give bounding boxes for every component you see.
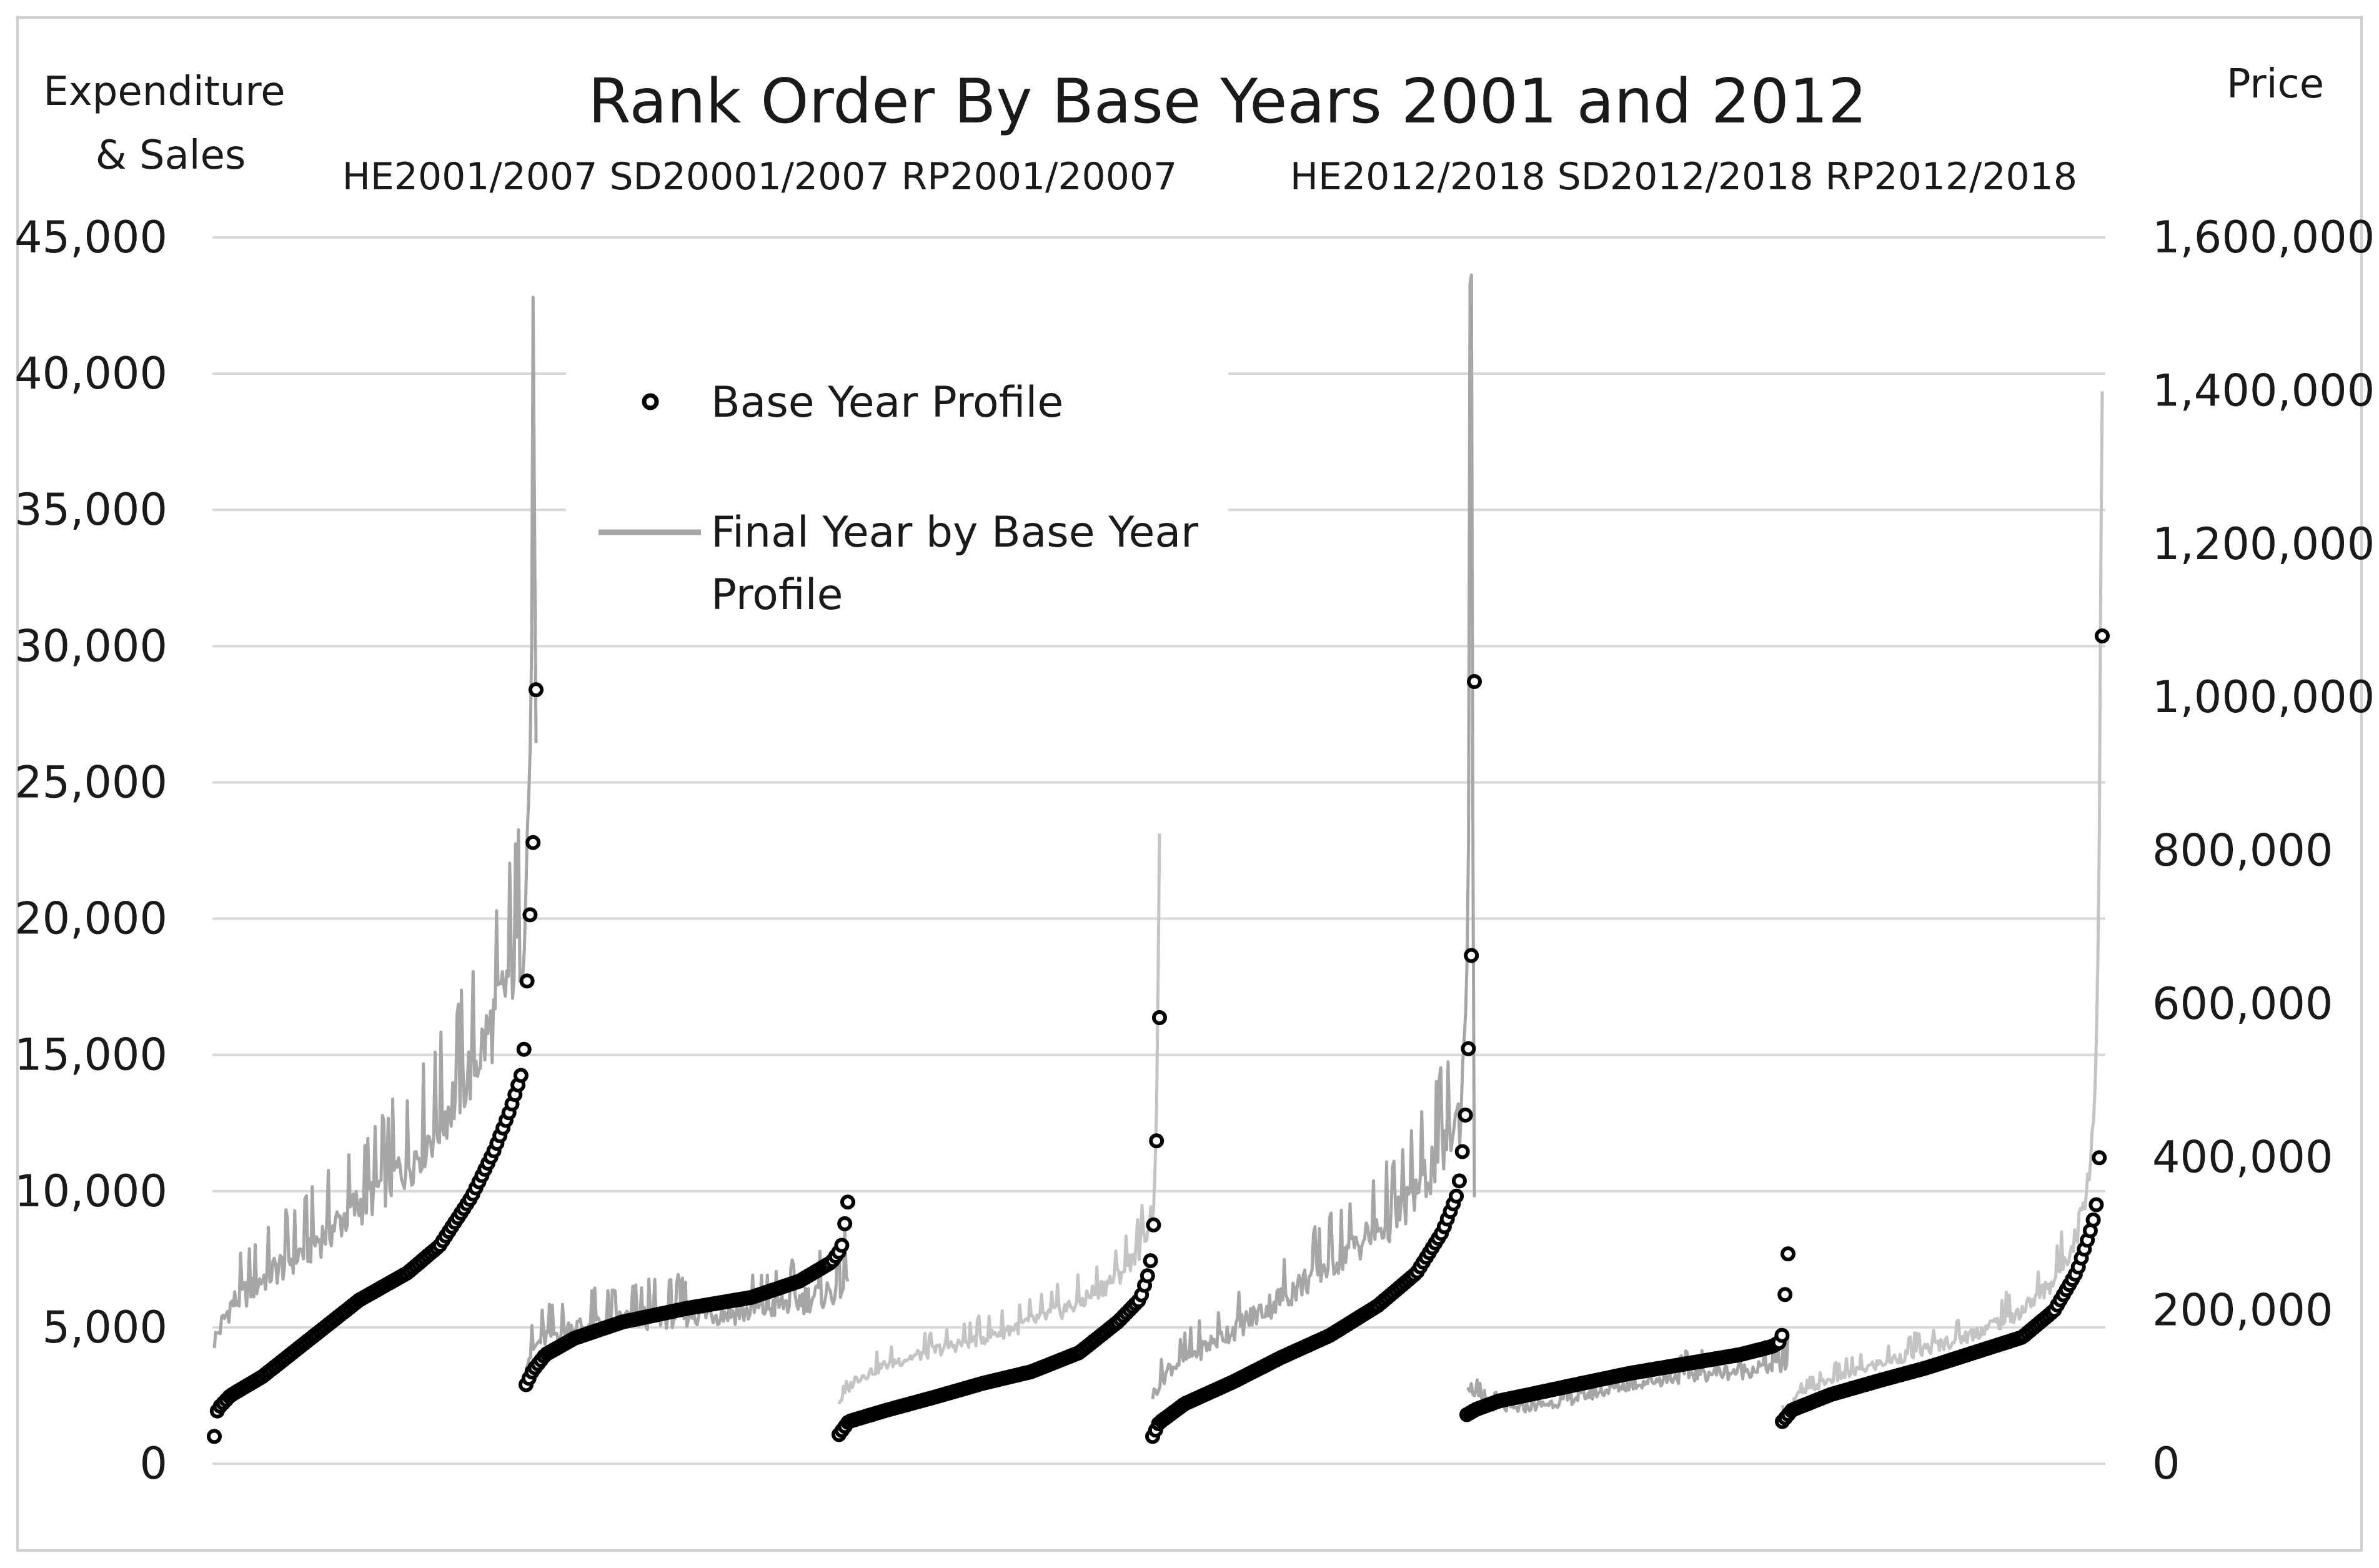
final-year-line [1781,391,2104,1415]
right-tick-label: 1,000,000 [2152,672,2375,723]
base-year-point [529,682,544,698]
right-tick-label: 800,000 [2152,825,2333,876]
right-tick-label: 200,000 [2152,1285,2333,1336]
base-year-point [525,835,541,850]
base-year-point [1143,1253,1158,1269]
left-tick-label: 20,000 [14,893,167,945]
legend-circle-marker [642,393,659,410]
base-year-point [1149,1133,1165,1149]
left-axis-ticks: 0 5,000 10,000 15,000 20,000 25,000 30,000 35,0… [14,212,167,1489]
right-tick-label: 0 [2152,1438,2180,1489]
left-tick-label: 40,000 [14,348,167,399]
base-year-point [1458,1108,1473,1123]
legend-label-final-line1: Final Year by Base Year [711,508,1198,557]
base-year-point [2095,628,2110,643]
base-year-point [207,1429,222,1444]
left-axis-title-line2: & Sales [96,132,246,179]
left-tick-label: 10,000 [14,1166,167,1217]
base-year-point [840,1194,855,1210]
base-year-point [1152,1010,1167,1025]
base-year-point [522,907,538,923]
base-year-point [1467,674,1482,689]
base-year-point [519,973,535,989]
left-tick-label: 5,000 [42,1302,167,1353]
base-year-series [207,628,2110,1444]
final-year-line [524,1230,850,1370]
base-year-point [2092,1150,2107,1166]
base-year-point [1774,1327,1790,1343]
right-axis-ticks: 0 200,000 400,000 600,000 800,000 1,000,000 1,… [2152,212,2375,1489]
base-year-point [1146,1217,1161,1233]
panel-labels-2001: HE2001/2007 SD20001/2007 RP2001/20007 [342,155,1178,199]
base-year-point [1461,1041,1476,1056]
base-year-point [1464,948,1479,963]
right-axis-title: Price [2227,61,2324,107]
base-year-point [1451,1173,1467,1189]
left-tick-label: 15,000 [14,1030,167,1081]
left-tick-label: 30,000 [14,620,167,672]
base-year-point [516,1041,532,1057]
final-year-line [212,295,538,1349]
legend-label-base: Base Year Profile [711,378,1063,427]
chart-border [16,16,2363,1552]
panel-labels-2012: HE2012/2018 SD2012/2018 RP2012/2018 [1290,155,2077,199]
base-year-point [1777,1287,1793,1303]
right-tick-label: 600,000 [2152,978,2333,1030]
right-tick-label: 400,000 [2152,1131,2333,1183]
left-tick-label: 45,000 [14,212,167,263]
left-axis-title-line1: Expenditure [43,69,285,115]
base-year-point [2088,1197,2104,1213]
base-year-point [837,1216,853,1231]
base-year-point [2085,1212,2101,1228]
left-tick-label: 0 [139,1438,167,1489]
legend-label-final-line2: Profile [711,570,843,620]
left-tick-label: 25,000 [14,757,167,808]
chart-title: Rank Order By Base Years 2001 and 2012 [589,66,1867,137]
legend-background [566,355,1228,630]
right-tick-label: 1,400,000 [2152,365,2375,416]
final-year-line [1151,273,1476,1399]
base-year-point [1781,1246,1795,1262]
left-tick-label: 35,000 [14,484,167,535]
base-year-point [1454,1144,1470,1159]
base-year-point [834,1238,850,1253]
right-tick-label: 1,600,000 [2152,212,2375,263]
final-year-line [837,833,1161,1405]
base-year-point [1140,1268,1155,1284]
final-year-series [212,273,2104,1415]
right-tick-label: 1,200,000 [2152,519,2375,570]
base-year-point [1449,1188,1464,1204]
legend: Base Year Profile Final Year by Base Yea… [566,355,1228,630]
base-year-point [513,1068,529,1083]
